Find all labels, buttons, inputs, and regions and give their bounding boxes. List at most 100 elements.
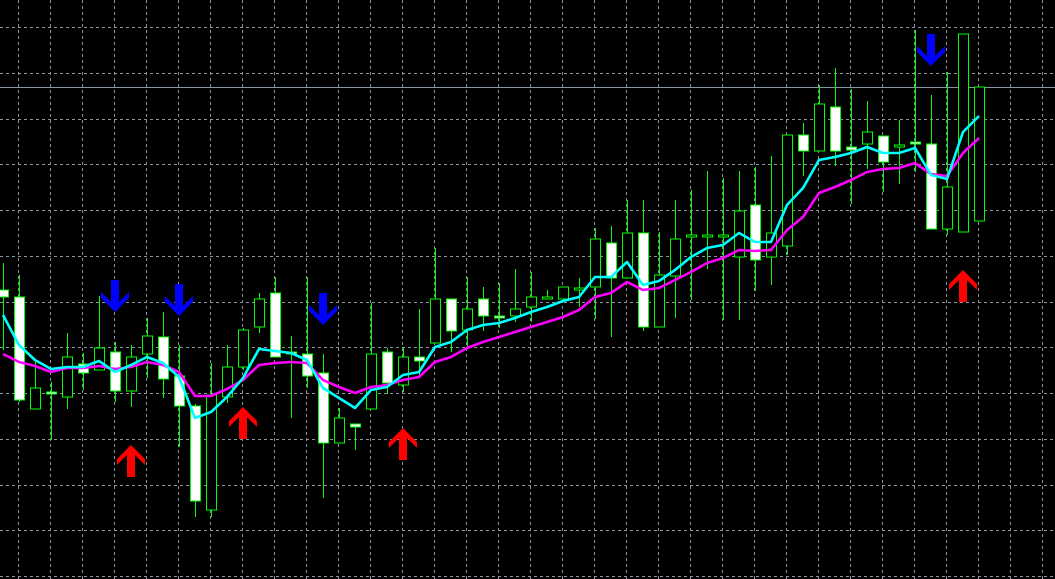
candle-body-bull	[862, 131, 873, 145]
candle-body-bear	[446, 298, 457, 332]
candle-body-bull	[974, 86, 985, 222]
candle	[830, 68, 841, 166]
candle	[62, 333, 73, 409]
candle	[686, 190, 697, 300]
candle-body-bear	[798, 134, 809, 152]
sell-arrow-down-icon	[917, 34, 945, 66]
candle-body-bear	[878, 135, 889, 163]
candle	[254, 293, 265, 333]
candle	[190, 404, 201, 517]
buy-arrow-up-icon	[949, 270, 977, 302]
candle-body-bull	[94, 347, 105, 371]
candle-body-bear	[46, 391, 57, 395]
candle	[158, 312, 169, 398]
fast-ma-line	[1, 115, 980, 420]
candle	[142, 318, 153, 378]
candle	[846, 89, 857, 204]
candle-body-bull	[894, 144, 905, 148]
candle-body-bear	[846, 146, 857, 151]
candle-body-bull	[590, 238, 601, 288]
candle-body-bull	[142, 335, 153, 355]
candle-body-bear	[910, 141, 921, 145]
candle-body-bear	[0, 289, 9, 298]
candle-body-bull	[334, 417, 345, 444]
candle-body-bull	[670, 238, 681, 277]
candle	[510, 269, 521, 322]
candle	[318, 354, 329, 498]
candle	[30, 360, 41, 410]
candle-body-bull	[542, 296, 553, 300]
candle	[750, 167, 761, 291]
candle	[558, 286, 569, 300]
candle-body-bear	[926, 143, 937, 230]
candle-body-bear	[414, 356, 425, 362]
candle-body-bear	[190, 405, 201, 502]
signal-arrows	[101, 34, 977, 477]
buy-arrow-up-icon	[117, 445, 145, 477]
candle-body-bull	[622, 232, 633, 279]
candle-body-bull	[126, 356, 137, 392]
candle-body-bull	[462, 308, 473, 331]
candle	[414, 309, 425, 375]
candle	[926, 95, 937, 230]
candle-body-bull	[686, 234, 697, 238]
candle	[974, 86, 985, 222]
candle-body-bear	[158, 336, 169, 380]
candle-body-bull	[942, 186, 953, 230]
candle-body-bull	[702, 234, 713, 238]
candle	[670, 200, 681, 318]
sell-arrow-down-icon	[309, 293, 337, 325]
candle	[622, 200, 633, 279]
candle-body-bull	[398, 356, 409, 386]
candle-body-bear	[494, 315, 505, 319]
candle-body-bull	[238, 329, 249, 368]
candle-body-bear	[382, 351, 393, 384]
candle	[702, 171, 713, 269]
candle	[526, 272, 537, 322]
candle	[542, 290, 553, 300]
candle-body-bull	[510, 308, 521, 317]
candle-body-bear	[318, 372, 329, 444]
candle	[878, 135, 889, 192]
candle-body-bull	[366, 353, 377, 410]
candle	[238, 328, 249, 370]
candle-body-bull	[782, 134, 793, 247]
candle	[0, 263, 9, 350]
candle-body-bull	[430, 298, 441, 344]
candle-body-bull	[62, 356, 73, 398]
buy-arrow-up-icon	[389, 428, 417, 460]
candle	[430, 248, 441, 344]
candle	[798, 123, 809, 176]
buy-arrow-up-icon	[229, 407, 257, 439]
candle-body-bull	[814, 103, 825, 152]
candle-body-bull	[718, 234, 729, 238]
candle-body-bull	[526, 296, 537, 308]
candle	[334, 408, 345, 444]
candle-body-bull	[30, 387, 41, 410]
ma-lines	[1, 115, 980, 420]
candle-body-bear	[478, 298, 489, 317]
candle-body-bear	[270, 292, 281, 358]
candle	[94, 296, 105, 371]
sell-arrow-down-icon	[101, 280, 129, 312]
candles	[0, 30, 985, 517]
candle	[862, 101, 873, 169]
candle	[782, 134, 793, 255]
candle-body-bull	[654, 274, 665, 328]
candle	[126, 345, 137, 407]
candle	[942, 72, 953, 235]
candle-body-bull	[254, 298, 265, 328]
candle-body-bear	[830, 106, 841, 152]
candle-body-bull	[574, 287, 585, 291]
candle	[590, 228, 601, 319]
candle-body-bear	[750, 204, 761, 261]
candle	[350, 423, 361, 450]
candle	[270, 277, 281, 358]
candle	[398, 347, 409, 392]
candle	[46, 382, 57, 440]
sell-arrow-down-icon	[165, 284, 193, 316]
candle	[718, 178, 729, 320]
candle	[814, 85, 825, 152]
